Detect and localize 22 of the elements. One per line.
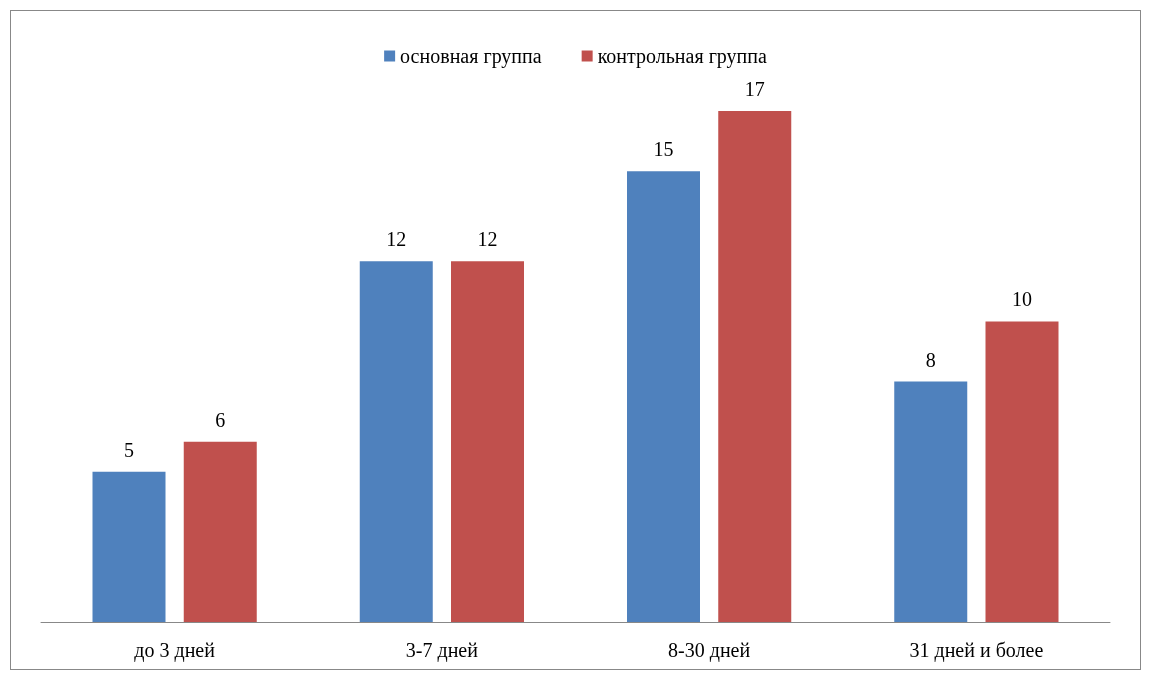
x-tick-label: 8-30 дней (668, 639, 751, 662)
legend-label: контрольная группа (597, 45, 767, 68)
bar (627, 171, 700, 622)
data-label: 17 (744, 78, 765, 101)
bar (359, 261, 433, 622)
data-label: 15 (653, 138, 674, 161)
data-label: 6 (215, 408, 226, 431)
data-label: 12 (386, 228, 407, 251)
x-tick-label: 31 дней и более (909, 639, 1044, 662)
data-label: 5 (124, 438, 134, 461)
bar (451, 261, 524, 622)
bar (718, 111, 792, 622)
x-tick-label: до 3 дней (134, 639, 216, 662)
bar (985, 321, 1059, 622)
data-label: 8 (925, 348, 936, 371)
bar (92, 471, 166, 622)
data-label: 10 (1012, 288, 1032, 311)
x-tick-label: 3-7 дней (405, 639, 479, 662)
legend-label: основная группа (400, 45, 542, 68)
data-label: 12 (477, 228, 498, 251)
bar (894, 381, 968, 622)
bar (183, 441, 257, 622)
